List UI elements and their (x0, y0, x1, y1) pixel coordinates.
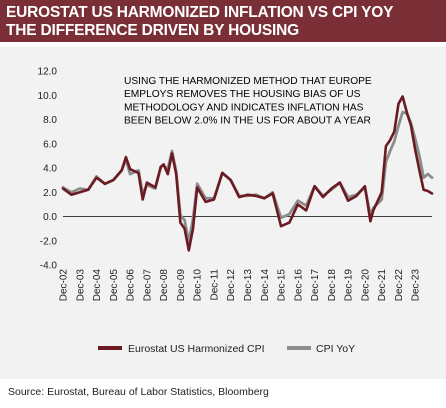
annotation-line: BEEN BELOW 2.0% IN THE US FOR ABOUT A YE… (124, 116, 371, 127)
x-tick-label: Dec-03 (75, 269, 86, 302)
x-tick-label: Dec-16 (293, 269, 304, 302)
annotation-line: USING THE HARMONIZED METHOD THAT EUROPE (124, 76, 372, 87)
legend-label-cpi: CPI YoY (316, 343, 355, 355)
y-tick-label: 8.0 (43, 115, 57, 126)
y-tick-label: -2.0 (40, 236, 58, 247)
x-tick-label: Dec-19 (344, 269, 355, 302)
x-tick-label: Dec-15 (277, 269, 288, 302)
x-tick-label: Dec-17 (310, 269, 321, 302)
y-tick-label: 4.0 (43, 164, 57, 175)
line-chart: -4.0 -2.0 0.0 2.0 4.0 6.0 8.0 10.0 12.0 Dec-02 Dec… (38, 67, 434, 355)
x-tick-label: Dec-21 (377, 269, 388, 302)
x-tick-label: Dec-23 (411, 269, 422, 302)
chart-title-line1: EUROSTAT US HARMONIZED INFLATION VS CPI … (6, 4, 394, 21)
x-tick-label: Dec-10 (193, 269, 204, 302)
annotation-line: METHODOLOGY AND INDICATES INFLATION HAS (124, 102, 364, 113)
x-tick-label: Dec-12 (226, 269, 237, 302)
x-tick-label: Dec-22 (394, 269, 405, 302)
y-tick-label: 10.0 (38, 91, 58, 102)
annotation-line: EMPLOYS REMOVES THE HOUSING BIAS OF US (124, 89, 361, 100)
y-tick-label: 0.0 (43, 212, 57, 223)
legend-label-harmonized: Eurostat US Harmonized CPI (128, 343, 265, 355)
chart-title-line2: THE DIFFERENCE DRIVEN BY HOUSING (6, 22, 300, 39)
x-tick-label: Dec-02 (59, 269, 70, 302)
x-tick-label: Dec-04 (92, 269, 103, 302)
x-tick-label: Dec-18 (327, 269, 338, 302)
y-tick-label: -4.0 (40, 261, 58, 272)
title-banner: EUROSTAT US HARMONIZED INFLATION VS CPI … (0, 0, 446, 42)
x-tick-label: Dec-06 (126, 269, 137, 302)
series-line-cpi-yoy (61, 110, 434, 244)
x-tick-label: Dec-05 (109, 269, 120, 302)
x-tick-label: Dec-08 (159, 269, 170, 302)
y-tick-label: 6.0 (43, 139, 57, 150)
series-line-harmonized-cpi (61, 95, 434, 252)
x-tick-label: Dec-09 (176, 269, 187, 302)
y-tick-label: 2.0 (43, 188, 57, 199)
x-tick-label: Dec-20 (360, 269, 371, 302)
x-tick-label: Dec-13 (243, 269, 254, 302)
source-note: Source: Eurostat, Bureau of Labor Statis… (8, 386, 269, 398)
y-tick-label: 12.0 (38, 67, 58, 78)
x-tick-label: Dec-14 (260, 269, 271, 302)
x-tick-label: Dec-11 (209, 269, 220, 301)
x-tick-label: Dec-07 (142, 269, 153, 302)
